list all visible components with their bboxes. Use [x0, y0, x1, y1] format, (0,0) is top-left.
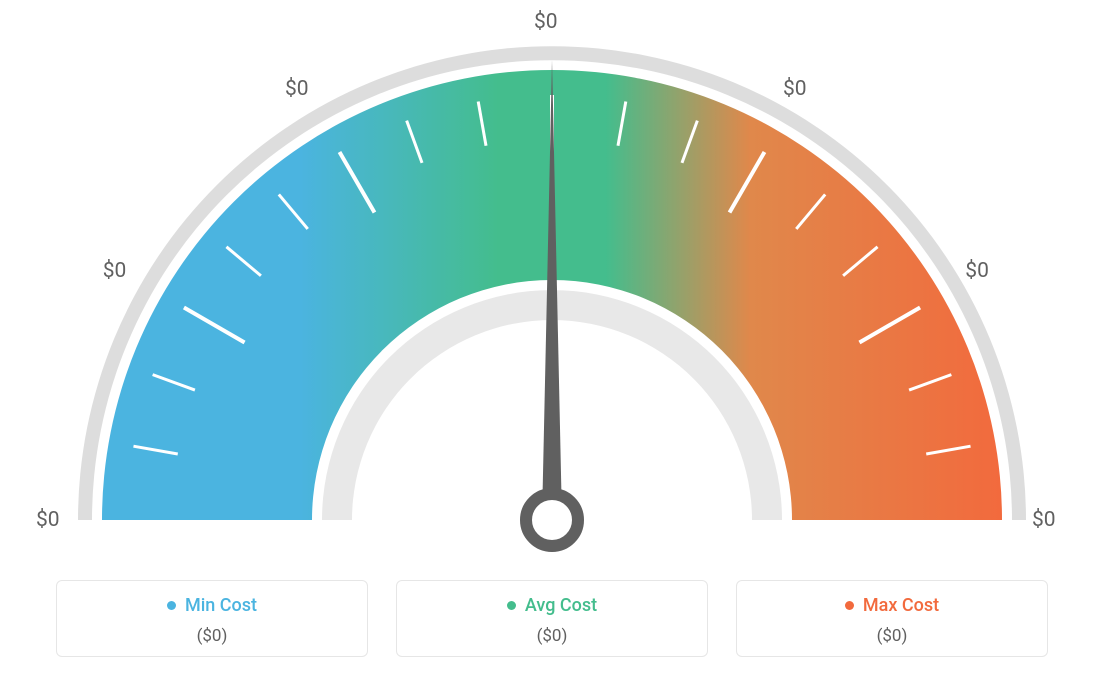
gauge-axis-label: $0: [534, 10, 558, 34]
legend-box-min: Min Cost ($0): [56, 580, 368, 657]
legend-row: Min Cost ($0) Avg Cost ($0) Max Cost ($0…: [0, 580, 1104, 657]
legend-value-avg: ($0): [397, 626, 707, 646]
legend-label-min: Min Cost: [185, 595, 257, 616]
gauge-chart: [0, 0, 1104, 560]
legend-value-max: ($0): [737, 626, 1047, 646]
legend-dot-avg: [507, 601, 516, 610]
legend-box-avg: Avg Cost ($0): [396, 580, 708, 657]
gauge-axis-label: $0: [103, 259, 127, 283]
legend-value-min: ($0): [57, 626, 367, 646]
legend-dot-max: [845, 601, 854, 610]
legend-title-max: Max Cost: [737, 595, 1047, 616]
legend-title-avg: Avg Cost: [397, 595, 707, 616]
chart-container: $0 $0 $0 $0 $0 $0 $0 Min Cost ($0) Avg Cost ($…: [0, 0, 1104, 690]
legend-box-max: Max Cost ($0): [736, 580, 1048, 657]
gauge-axis-label: $0: [1032, 508, 1056, 532]
gauge-axis-label: $0: [965, 259, 989, 283]
gauge-axis-label: $0: [36, 508, 60, 532]
gauge-axis-label: $0: [285, 77, 309, 101]
gauge-axis-label: $0: [783, 77, 807, 101]
legend-dot-min: [167, 601, 176, 610]
legend-label-max: Max Cost: [863, 595, 939, 616]
gauge-area: $0 $0 $0 $0 $0 $0 $0: [0, 0, 1104, 560]
legend-title-min: Min Cost: [57, 595, 367, 616]
legend-label-avg: Avg Cost: [525, 595, 597, 616]
